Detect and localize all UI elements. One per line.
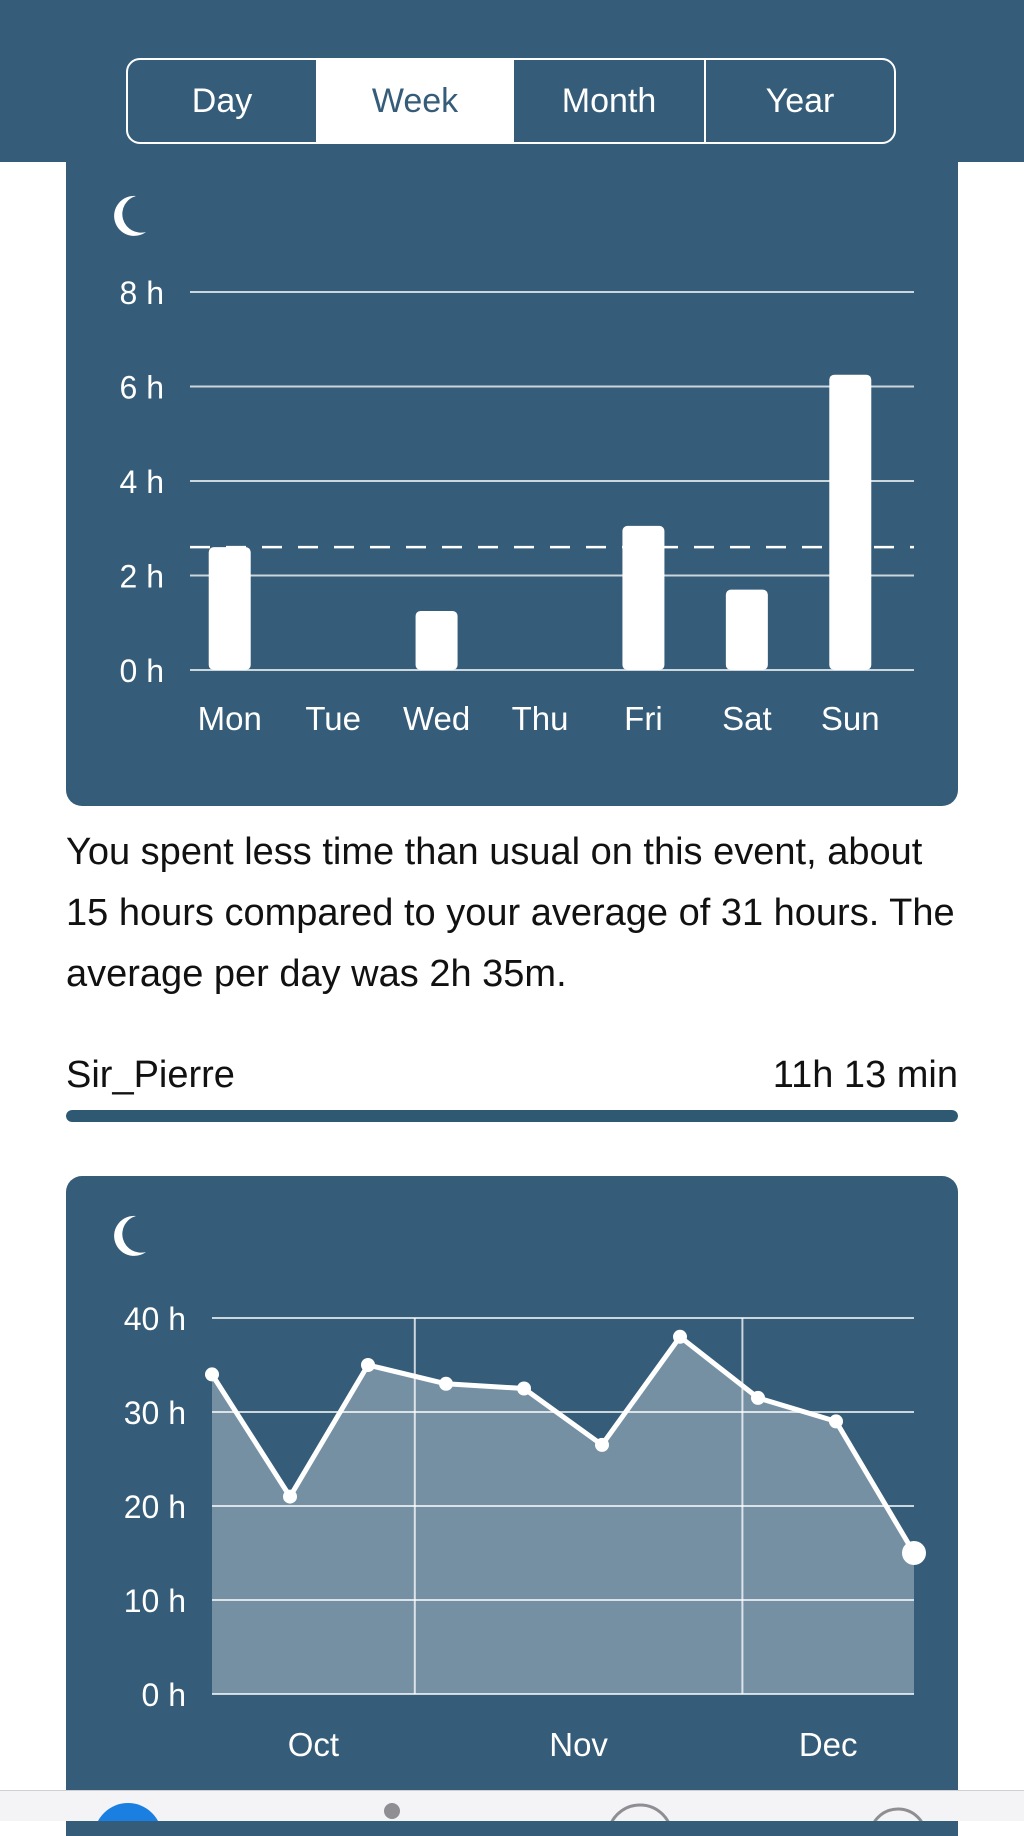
tab-bar — [0, 1790, 1024, 1821]
globe-icon[interactable] — [604, 1801, 676, 1821]
segment-day[interactable]: Day — [128, 60, 318, 142]
data-point — [829, 1414, 843, 1429]
gear-icon[interactable] — [862, 1801, 934, 1821]
y-tick-label: 20 h — [124, 1489, 186, 1525]
y-tick-label: 0 h — [120, 653, 164, 689]
bar — [415, 610, 458, 670]
series-line — [209, 1334, 917, 1555]
data-point — [673, 1329, 687, 1344]
moon-icon — [114, 1215, 146, 1256]
weekly-chart-card: 0 h 2 h 4 h 6 h 8 h Mon Tue Wed Thu Fri Sat Sun — [66, 152, 958, 806]
bar — [725, 589, 768, 670]
y-tick-label: 6 h — [120, 370, 164, 406]
x-tick-label: Oct — [288, 1726, 339, 1763]
summary-text: You spent less time than usual on this e… — [66, 831, 955, 995]
x-tick-label: Tue — [305, 700, 361, 737]
y-tick-label: 0 h — [142, 1677, 186, 1713]
y-tick-label: 4 h — [120, 464, 164, 500]
x-tick-label: Sun — [821, 700, 880, 737]
bar — [622, 525, 665, 670]
data-point — [283, 1489, 297, 1504]
data-point — [751, 1390, 765, 1405]
data-point — [595, 1437, 609, 1452]
trend-area-chart: 0 h 10 h 20 h 30 h 40 h Oct Nov Dec — [124, 1301, 926, 1763]
user-progress-fill — [66, 1110, 958, 1122]
y-tick-label: 8 h — [120, 275, 164, 311]
y-tick-label: 10 h — [124, 1583, 186, 1619]
x-tick-label: Fri — [624, 700, 662, 737]
segment-month[interactable]: Month — [514, 60, 706, 142]
x-tick-label: Thu — [512, 700, 569, 737]
bar — [829, 374, 872, 670]
bar — [208, 547, 251, 670]
data-point — [361, 1358, 375, 1372]
data-point — [902, 1541, 926, 1565]
segment-year[interactable]: Year — [765, 81, 835, 120]
info-icon[interactable] — [380, 1801, 404, 1821]
weekly-bar-chart: 0 h 2 h 4 h 6 h 8 h Mon Tue Wed Thu Fri Sat Sun — [120, 275, 914, 737]
x-tick-label: Sat — [722, 700, 772, 737]
period-segmented-control: Day Week Month Year — [126, 58, 896, 144]
user-row[interactable]: Sir_Pierre 11h 13 min — [66, 1050, 958, 1100]
header-bar: Day Week Month Year — [0, 0, 1024, 162]
series-area — [212, 1336, 914, 1694]
x-tick-label: Dec — [799, 1726, 858, 1763]
user-name: Sir_Pierre — [66, 1053, 235, 1096]
y-tick-label: 2 h — [120, 559, 164, 595]
trend-chart-card: 0 h 10 h 20 h 30 h 40 h Oct Nov Dec — [66, 1176, 958, 1836]
x-tick-label: Mon — [198, 700, 262, 737]
x-tick-label: Wed — [403, 700, 470, 737]
x-tick-label: Nov — [549, 1726, 608, 1763]
segment-week[interactable]: Week — [318, 60, 514, 142]
pie-chart-icon[interactable] — [92, 1801, 164, 1821]
y-tick-label: 40 h — [124, 1301, 186, 1337]
data-point — [205, 1367, 219, 1382]
data-point — [517, 1381, 531, 1396]
y-tick-label: 30 h — [124, 1395, 186, 1431]
user-progress-bar — [66, 1110, 958, 1122]
user-duration: 11h 13 min — [772, 1053, 958, 1096]
moon-icon — [114, 195, 146, 236]
data-point — [439, 1376, 453, 1391]
